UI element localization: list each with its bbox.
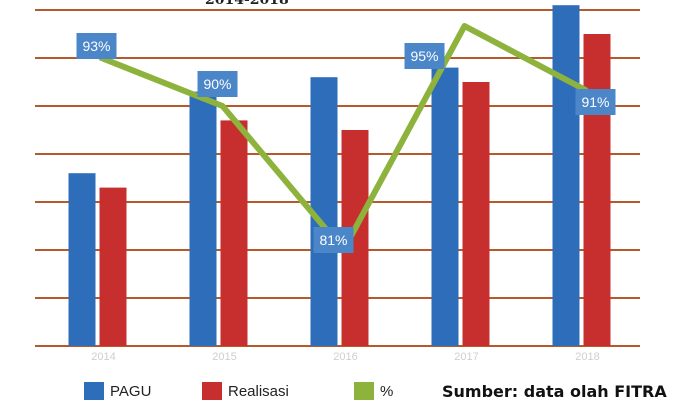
bar-realisasi-2015 [220, 120, 248, 347]
legend-label-realisasi: Realisasi [228, 382, 289, 400]
percent-label-box [197, 71, 238, 97]
bar-pagu-2017 [431, 67, 459, 346]
x-tick-label: 2014 [91, 351, 115, 363]
bar-realisasi-2017 [462, 82, 490, 346]
x-tick-label: 2018 [575, 351, 599, 363]
legend-swatch-percent [354, 382, 374, 400]
x-tick-label: 2016 [333, 351, 357, 363]
x-tick-label: 2015 [212, 351, 236, 363]
bar-pagu-2015 [189, 91, 217, 346]
source-note: Sumber: data olah FITRA [442, 382, 667, 401]
percent-label-box [575, 89, 616, 115]
percent-label-box [404, 43, 445, 69]
bar-realisasi-2018 [583, 34, 611, 346]
legend-label-percent: % [380, 382, 394, 400]
percent-label-box [313, 227, 354, 253]
legend-item-realisasi: Realisasi [202, 382, 289, 400]
x-tick-label: 2017 [454, 351, 478, 363]
legend-label-pagu: PAGU [110, 382, 152, 400]
bar-pagu-2014 [68, 173, 96, 346]
percent-label-box [76, 33, 117, 59]
bar-realisasi-2014 [99, 187, 127, 346]
bar-pagu-2018 [552, 5, 580, 346]
percent-label: 81% [319, 232, 347, 248]
legend: PAGU Realisasi % Sumber: data olah FITRA [0, 382, 695, 404]
legend-item-percent: % [354, 382, 393, 400]
legend-swatch-pagu [84, 382, 104, 400]
legend-swatch-realisasi [202, 382, 222, 400]
percent-label: 91% [581, 94, 609, 110]
legend-item-pagu: PAGU [84, 382, 151, 400]
percent-label: 90% [203, 76, 231, 92]
chart-title: 2014-2018 [205, 0, 289, 8]
percent-label: 93% [82, 38, 110, 54]
percent-label: 95% [410, 48, 438, 64]
